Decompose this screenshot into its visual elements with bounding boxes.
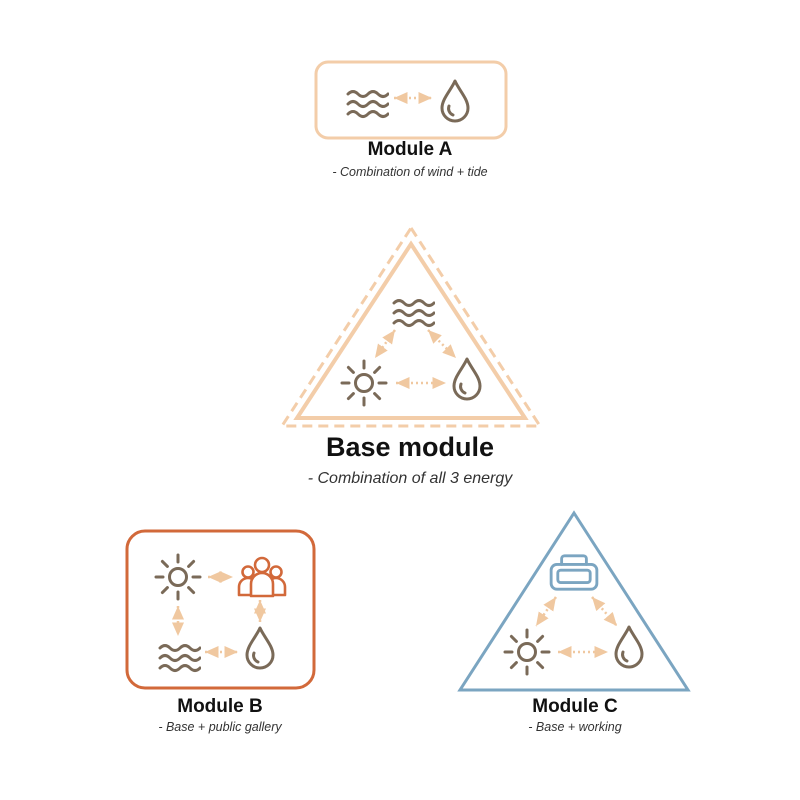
- vr-headset-icon: [549, 554, 599, 591]
- link-arrow: [427, 329, 457, 359]
- base-module-outer-triangle: [279, 225, 543, 428]
- base-module-triangle: [293, 240, 529, 420]
- module-c: [457, 510, 691, 692]
- wind-icon: [346, 90, 389, 118]
- wind-icon: [158, 644, 201, 672]
- people-icon: [237, 556, 287, 598]
- water-drop-icon: [440, 79, 470, 123]
- module-c-subtitle: - Base + working: [528, 720, 622, 734]
- sun-icon: [340, 359, 388, 407]
- base-module-subtitle: - Combination of all 3 energy: [307, 470, 513, 487]
- link-arrow: [534, 596, 558, 627]
- module-c-title: Module C: [532, 696, 618, 717]
- module-b-subtitle: - Base + public gallery: [158, 720, 282, 734]
- wind-icon: [392, 299, 435, 327]
- module-b-frame: [125, 529, 316, 690]
- water-drop-icon: [245, 626, 275, 670]
- module-a: [314, 60, 508, 140]
- module-a-frame: [314, 60, 508, 140]
- water-drop-icon: [452, 357, 482, 401]
- link-arrow: [373, 329, 397, 359]
- link-arrow: [591, 596, 618, 627]
- water-drop-icon: [614, 625, 644, 669]
- module-b-title: Module B: [177, 696, 263, 717]
- module-c-triangle: [457, 510, 691, 692]
- sun-icon: [503, 628, 551, 676]
- module-a-subtitle: - Combination of wind + tide: [332, 165, 488, 179]
- module-b: [125, 529, 316, 690]
- base-module: [279, 225, 543, 428]
- sun-icon: [154, 553, 202, 601]
- base-module-title: Base module: [325, 432, 495, 462]
- module-a-title: Module A: [367, 139, 453, 160]
